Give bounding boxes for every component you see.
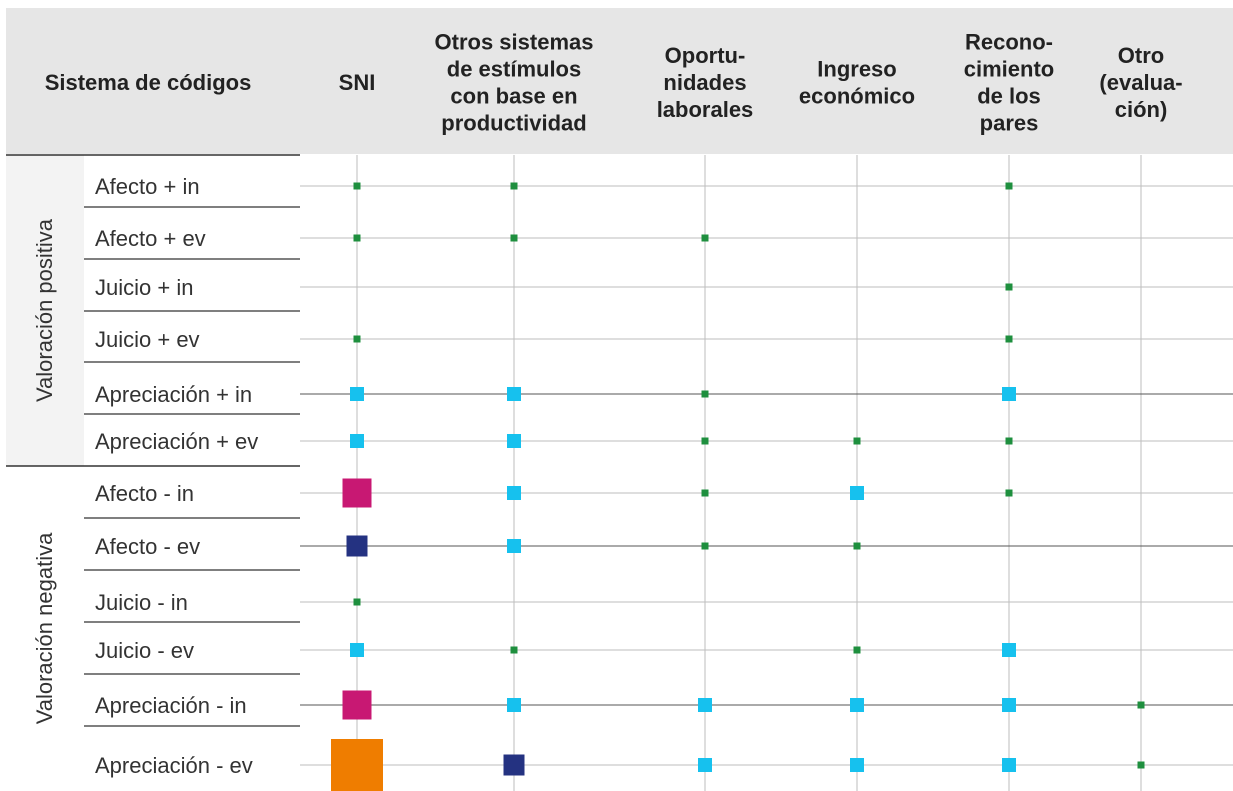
group-label: Valoración negativa <box>32 532 57 724</box>
header-background <box>6 8 1233 154</box>
data-square <box>342 478 372 508</box>
column-header: SNI <box>339 70 376 95</box>
column-header-line: pares <box>980 111 1039 136</box>
data-square <box>698 698 712 712</box>
column-header: Ingreso económico <box>799 57 915 109</box>
row-label: Apreciación + ev <box>95 429 258 454</box>
data-square <box>1005 182 1013 190</box>
column-header-line: con base en <box>450 84 577 109</box>
column-header-line: (evalua- <box>1099 70 1182 95</box>
data-square <box>350 643 364 657</box>
column-header: Otros sistemas de estímulos con base en pro… <box>435 30 594 136</box>
row-label: Juicio + in <box>95 275 193 300</box>
data-square <box>503 754 525 776</box>
column-header-line: Oportu- <box>665 43 746 68</box>
row-label: Afecto - ev <box>95 534 200 559</box>
data-square <box>350 387 364 401</box>
data-square <box>1002 758 1016 772</box>
column-header: Oportu-nidades laborales <box>657 43 754 122</box>
data-square <box>701 234 709 242</box>
data-square <box>1002 643 1016 657</box>
data-square <box>1002 387 1016 401</box>
data-square <box>1005 283 1013 291</box>
data-square <box>346 535 368 557</box>
data-square <box>701 437 709 445</box>
data-square <box>353 182 361 190</box>
row-label: Afecto + in <box>95 174 200 199</box>
data-square <box>507 698 521 712</box>
data-square <box>853 437 861 445</box>
row-label: Afecto + ev <box>95 226 206 251</box>
data-square <box>701 542 709 550</box>
column-header-line: Otro <box>1118 43 1164 68</box>
group-label: Valoración positiva <box>32 218 57 402</box>
row-label: Juicio + ev <box>95 327 200 352</box>
data-square <box>353 598 361 606</box>
data-square <box>853 542 861 550</box>
data-square <box>353 335 361 343</box>
row-label: Apreciación + in <box>95 382 252 407</box>
data-square <box>507 486 521 500</box>
group-band-positive <box>6 155 84 466</box>
data-square <box>698 758 712 772</box>
data-square <box>850 486 864 500</box>
column-header-line: laborales <box>657 97 754 122</box>
data-square <box>1005 437 1013 445</box>
column-header-line: ción) <box>1115 97 1168 122</box>
data-square <box>510 646 518 654</box>
data-square <box>342 690 372 720</box>
data-square <box>701 390 709 398</box>
data-square <box>507 539 521 553</box>
data-square <box>1137 701 1145 709</box>
data-square <box>350 434 364 448</box>
data-square <box>1137 761 1145 769</box>
data-square <box>507 387 521 401</box>
column-header-line: de estímulos <box>447 57 581 82</box>
data-square <box>510 234 518 242</box>
data-square <box>331 739 383 791</box>
column-header-line: económico <box>799 84 915 109</box>
row-label: Apreciación - in <box>95 693 247 718</box>
data-square <box>701 489 709 497</box>
data-square <box>1005 335 1013 343</box>
header-label: Sistema de códigos <box>45 70 252 95</box>
data-square <box>353 234 361 242</box>
column-header-line: nidades <box>663 70 746 95</box>
column-header: Otro (evalua-ción) <box>1099 43 1182 122</box>
column-header-line: Recono- <box>965 30 1053 55</box>
data-square <box>850 698 864 712</box>
column-header-line: cimiento <box>964 57 1054 82</box>
data-square <box>1005 489 1013 497</box>
column-header-line: de los <box>977 84 1041 109</box>
data-square <box>850 758 864 772</box>
column-header: Recono-cimiento de los pares <box>964 30 1054 136</box>
data-square <box>507 434 521 448</box>
row-label: Juicio - ev <box>95 638 194 663</box>
row-label: Juicio - in <box>95 590 188 615</box>
column-header-line: SNI <box>339 70 376 95</box>
data-square <box>1002 698 1016 712</box>
column-header-line: Otros sistemas <box>435 30 594 55</box>
row-label: Afecto - in <box>95 481 194 506</box>
column-header-line: Ingreso <box>817 57 896 82</box>
data-square <box>510 182 518 190</box>
column-header-line: productividad <box>441 111 586 136</box>
row-label: Apreciación - ev <box>95 753 253 778</box>
data-square <box>853 646 861 654</box>
